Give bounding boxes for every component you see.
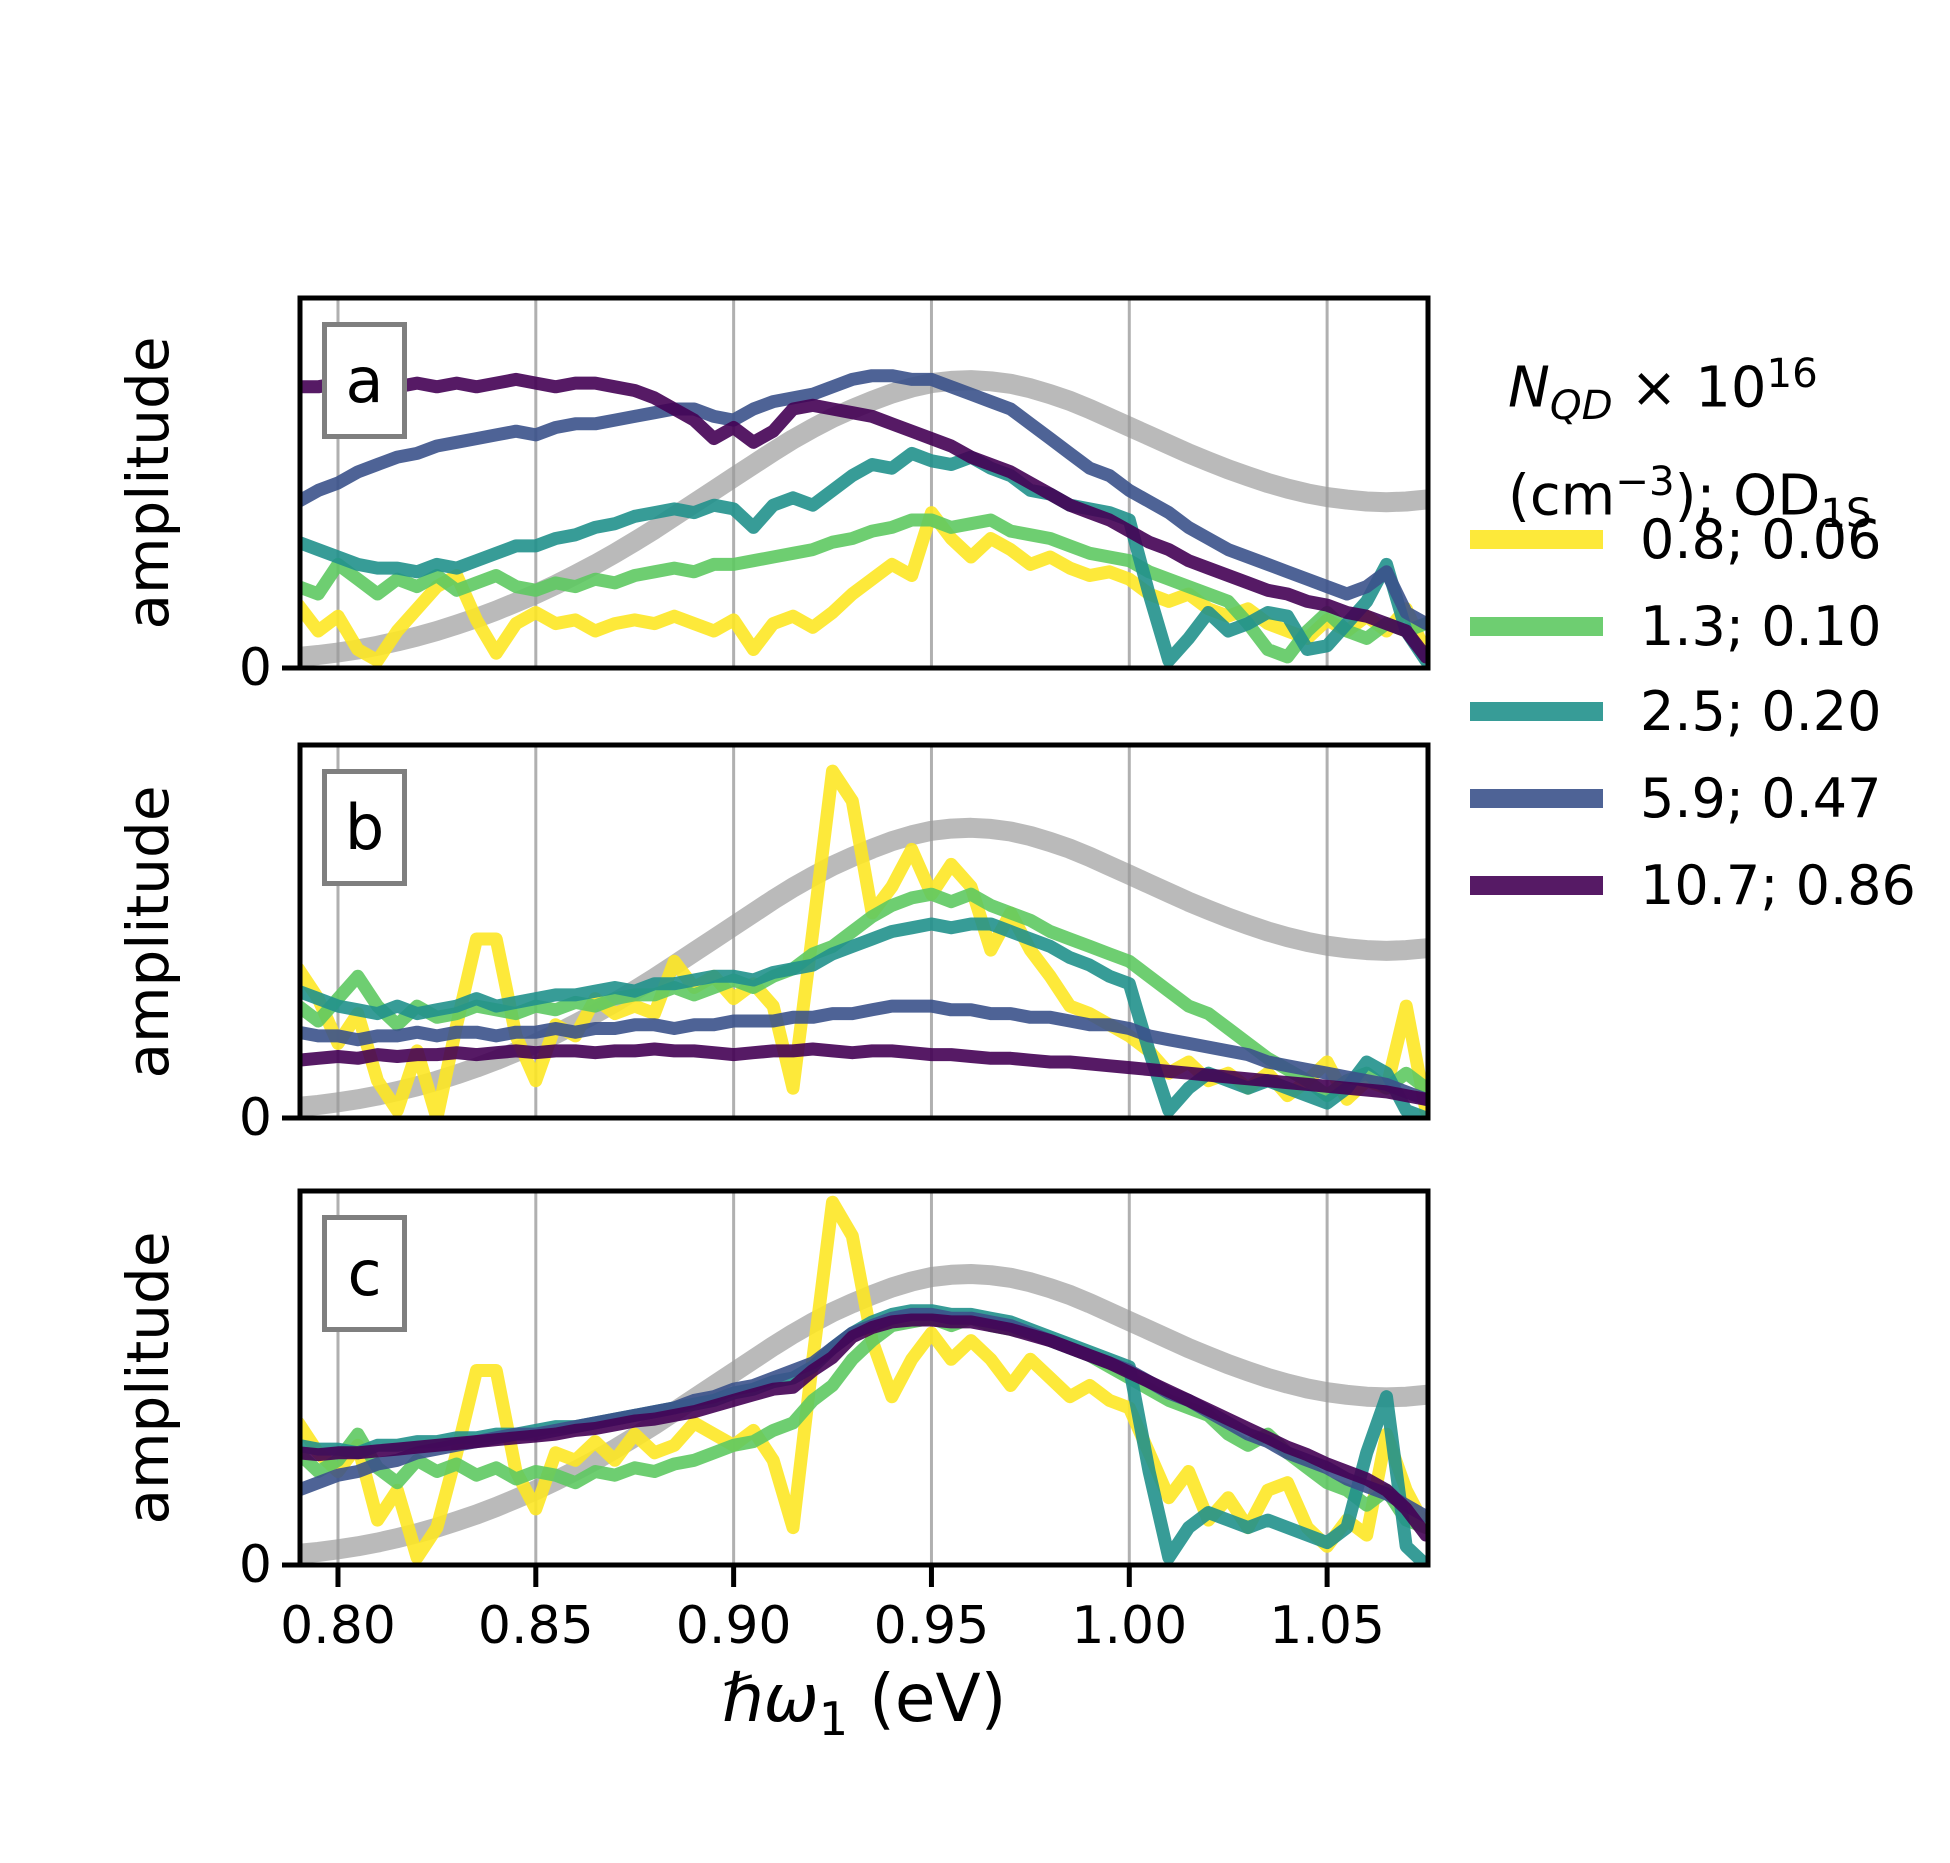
x-tick-label: 1.05 xyxy=(1269,1596,1385,1656)
legend-title-od-subscript: 1S xyxy=(1820,489,1872,537)
legend-swatch-purple xyxy=(1470,875,1603,895)
legend-label: 1.3; 0.10 xyxy=(1640,594,1882,658)
y-tick-zero-panel-c: 0 xyxy=(238,1535,272,1595)
legend-entry: 5.9; 0.47 xyxy=(1470,766,1882,830)
y-axis-label-panel-b: amplitude xyxy=(114,784,182,1079)
legend-entry: 0.8; 0.06 xyxy=(1470,507,1882,571)
x-tick-label: 0.80 xyxy=(280,1596,396,1656)
y-tick-zero-panel-b: 0 xyxy=(238,1088,272,1148)
legend-entry: 2.5; 0.20 xyxy=(1470,679,1882,743)
legend-title-exponent: 16 xyxy=(1766,350,1818,397)
panel-label-c: c xyxy=(322,1215,407,1332)
legend-title-subscript: QD xyxy=(1549,381,1613,429)
legend-entry: 10.7; 0.86 xyxy=(1470,853,1916,917)
y-axis-label-panel-c: amplitude xyxy=(114,1231,182,1525)
x-axis-label: ℏω1 (eV) xyxy=(722,1660,1007,1746)
x-tick-label: 0.90 xyxy=(675,1596,792,1656)
legend-swatch-blue xyxy=(1470,788,1603,808)
legend-title-units-exponent: −3 xyxy=(1615,457,1675,505)
x-axis-subscript: 1 xyxy=(818,1692,849,1747)
legend-title-symbol: N xyxy=(1508,355,1550,421)
legend-label: 0.8; 0.06 xyxy=(1640,507,1882,571)
legend-label: 10.7; 0.86 xyxy=(1640,853,1916,917)
legend-entry: 1.3; 0.10 xyxy=(1470,594,1882,658)
legend-title-units-open: (cm xyxy=(1508,463,1616,529)
legend-label: 5.9; 0.47 xyxy=(1640,766,1882,830)
x-tick-label: 0.95 xyxy=(873,1596,990,1656)
legend-label: 2.5; 0.20 xyxy=(1640,679,1882,743)
x-axis-units: (eV) xyxy=(848,1660,1007,1737)
x-tick-label: 0.85 xyxy=(477,1596,594,1656)
legend-swatch-yellow xyxy=(1470,529,1603,549)
y-axis-label-panel-a: amplitude xyxy=(114,336,182,630)
panel-label-a: a xyxy=(322,322,407,439)
legend-swatch-green xyxy=(1470,616,1603,636)
x-axis-symbol: ℏω xyxy=(721,1660,819,1737)
panel-label-b: b xyxy=(322,769,407,886)
legend-swatch-teal xyxy=(1470,701,1603,721)
legend-title-times: × 10 xyxy=(1612,355,1767,421)
y-tick-zero-panel-a: 0 xyxy=(238,638,272,698)
legend-title: NQD × 1016 (cm−3); OD1S xyxy=(1508,336,1872,552)
legend-title-od: ); OD xyxy=(1674,463,1821,529)
x-tick-label: 1.00 xyxy=(1071,1596,1188,1656)
